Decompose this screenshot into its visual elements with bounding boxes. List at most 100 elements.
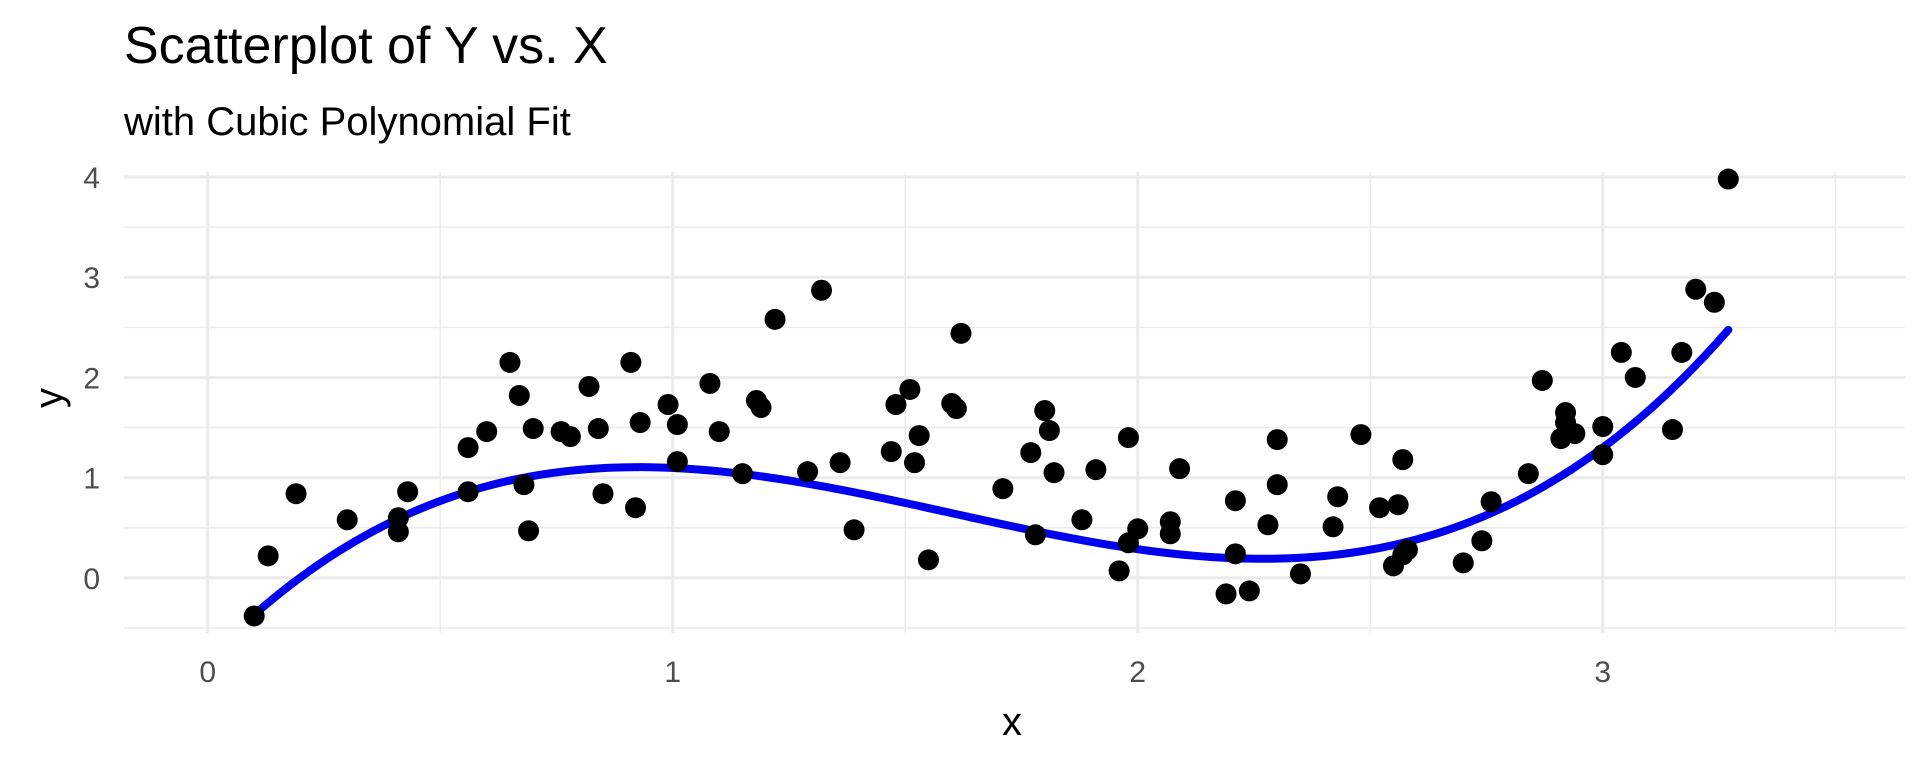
data-point	[285, 483, 307, 505]
data-point	[666, 414, 688, 436]
data-point	[243, 605, 265, 627]
data-point	[1289, 563, 1311, 585]
y-tick-labels: 0 1 2 3 4	[83, 162, 100, 596]
data-point	[1266, 474, 1288, 496]
x-tick-label: 2	[1129, 656, 1146, 689]
data-point	[657, 394, 679, 416]
data-point	[1169, 458, 1191, 480]
data-point	[499, 351, 521, 373]
data-point	[666, 451, 688, 473]
data-point	[625, 497, 647, 519]
data-point	[708, 421, 730, 443]
data-point	[1703, 291, 1725, 313]
y-tick-label: 1	[83, 463, 100, 496]
data-point	[559, 426, 581, 448]
data-point	[1392, 449, 1414, 471]
data-point	[908, 425, 930, 447]
data-point	[1531, 369, 1553, 391]
data-point	[387, 507, 409, 529]
data-point	[1517, 463, 1539, 485]
data-point	[992, 478, 1014, 500]
data-point	[1592, 416, 1614, 438]
data-point	[1266, 429, 1288, 451]
data-point	[811, 279, 833, 301]
data-point	[1661, 419, 1683, 441]
data-point	[1127, 518, 1149, 540]
data-point	[1480, 491, 1502, 513]
data-point	[1322, 516, 1344, 538]
y-tick-label: 2	[83, 362, 100, 395]
data-point	[1224, 543, 1246, 565]
gridlines	[124, 172, 1905, 633]
data-point	[1024, 524, 1046, 546]
data-point	[904, 452, 926, 474]
y-tick-label: 4	[83, 162, 100, 195]
data-point	[1452, 552, 1474, 574]
x-axis-title: x	[1002, 700, 1022, 744]
data-point	[1020, 442, 1042, 464]
data-point	[1624, 366, 1646, 388]
data-point	[508, 384, 530, 406]
cubic-fit-line	[250, 325, 1733, 619]
data-point	[336, 509, 358, 531]
data-point	[522, 418, 544, 440]
data-point	[476, 421, 498, 443]
data-point	[592, 483, 614, 505]
data-point	[1685, 278, 1707, 300]
data-point	[1369, 497, 1391, 519]
data-point	[518, 520, 540, 542]
data-point	[1592, 444, 1614, 466]
data-point	[1071, 509, 1093, 531]
data-point	[899, 378, 921, 400]
data-point	[1238, 580, 1260, 602]
x-tick-label: 0	[199, 656, 216, 689]
data-point	[1038, 420, 1060, 442]
data-point	[513, 474, 535, 496]
data-point	[1224, 490, 1246, 512]
data-point	[257, 545, 279, 567]
data-point	[1043, 462, 1065, 484]
data-point	[1257, 514, 1279, 536]
data-point	[699, 372, 721, 394]
data-point	[1471, 530, 1493, 552]
data-point	[587, 418, 609, 440]
y-axis-title: y	[27, 388, 71, 408]
data-point	[578, 375, 600, 397]
data-point	[629, 412, 651, 434]
data-point	[1034, 400, 1056, 422]
data-point	[1085, 459, 1107, 481]
data-point	[880, 441, 902, 463]
chart-subtitle: with Cubic Polynomial Fit	[123, 100, 571, 144]
data-point	[797, 461, 819, 483]
data-point	[731, 463, 753, 485]
x-tick-labels: 0 1 2 3	[199, 656, 1611, 689]
data-point	[885, 394, 907, 416]
x-tick-label: 1	[664, 656, 681, 689]
data-point	[1564, 423, 1586, 445]
data-point	[1671, 341, 1693, 363]
data-point	[1610, 341, 1632, 363]
data-point	[1108, 560, 1130, 582]
data-point	[1555, 402, 1577, 424]
data-point	[950, 322, 972, 344]
chart-title: Scatterplot of Y vs. X	[124, 17, 608, 75]
data-point	[843, 519, 865, 541]
data-point	[1215, 583, 1237, 605]
data-point	[917, 549, 939, 571]
data-point	[457, 437, 479, 459]
data-point	[620, 351, 642, 373]
y-tick-label: 3	[83, 262, 100, 295]
data-point	[750, 397, 772, 419]
data-point	[764, 308, 786, 330]
data-point	[1327, 486, 1349, 508]
data-point	[1396, 539, 1418, 561]
data-point	[1717, 168, 1739, 190]
data-point	[1387, 494, 1409, 516]
data-point	[1117, 427, 1139, 449]
data-point	[457, 481, 479, 503]
data-point	[829, 452, 851, 474]
data-point	[1350, 424, 1372, 446]
data-point	[945, 398, 967, 420]
data-points	[243, 168, 1739, 627]
